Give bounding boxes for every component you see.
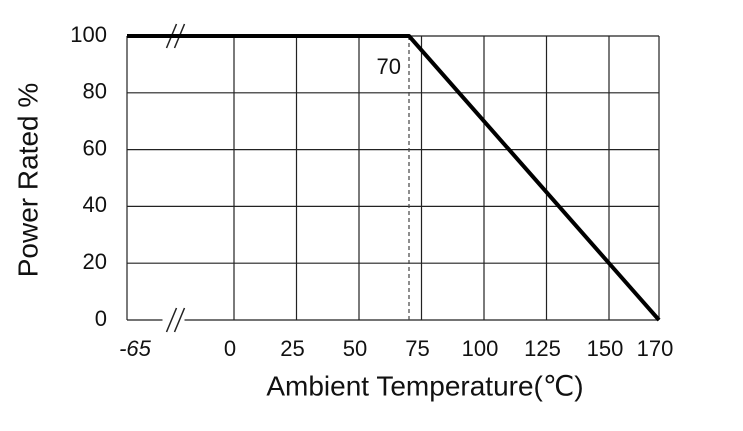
derating-curve [127,34,661,322]
y-tick-label: 0 [95,306,107,331]
y-tick-label: 40 [83,192,107,217]
x-tick-label: -65 [119,336,152,361]
y-tick-label: 100 [70,22,107,47]
x-tick-label: 170 [637,336,674,361]
x-axis-title: Ambient Temperature(℃) [266,370,583,401]
x-tick-label: 25 [280,336,304,361]
axis-break-mark [165,307,178,333]
y-axis-title: Power Rated % [12,83,43,278]
x-tick-label: 125 [524,336,561,361]
x-tick-label: 150 [587,336,624,361]
x-tick-label: 0 [224,336,236,361]
x-tick-label: 100 [462,336,499,361]
y-tick-label: 80 [83,79,107,104]
x-tick-label: 50 [343,336,367,361]
y-tick-label: 60 [83,135,107,160]
axis-break-gap [162,316,185,324]
x-tick-label: 75 [405,336,429,361]
y-tick-label: 20 [83,249,107,274]
axis-break-mark [173,307,186,333]
annotation-label: 70 [377,54,401,79]
